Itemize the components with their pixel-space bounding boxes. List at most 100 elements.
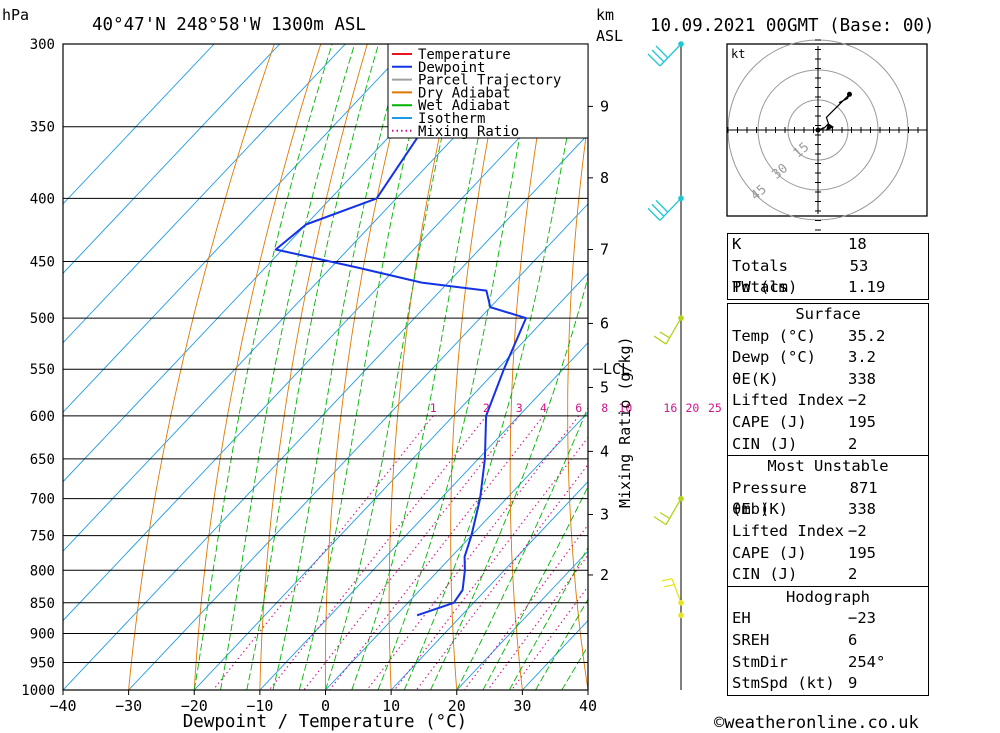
index-label: Lifted Index [732, 521, 844, 540]
isotherm-line [390, 481, 588, 690]
index-value: 2 [848, 434, 858, 453]
pressure-tick-label: 700 [30, 492, 55, 508]
index-value: 871 [849, 478, 878, 497]
wet-adiabat-line [535, 598, 588, 690]
km-tick-label: 9 [600, 97, 609, 115]
height-axis: 2 3 4 5 6 7 8 9 LCL [588, 97, 630, 584]
index-row: θE(K) 338 [728, 369, 928, 391]
table-section-title: Most Unstable [728, 455, 928, 478]
isotherm-line [63, 44, 346, 344]
index-label: Lifted Index [732, 391, 844, 410]
pressure-tick-label: 650 [30, 452, 55, 468]
pressure-tick-label: 950 [30, 655, 55, 671]
mixing-ratio-label: 6 [575, 401, 582, 415]
x-tick-label: −10 [246, 697, 273, 715]
isotherm-line [63, 44, 477, 483]
x-tick-label: 0 [321, 697, 330, 715]
index-row: SREH 6 [728, 630, 928, 652]
index-label: CAPE (J) [732, 412, 807, 431]
index-row: Pressure (mb) 871 [728, 478, 928, 519]
index-row: EH −23 [728, 608, 928, 630]
pressure-tick-label: 550 [30, 362, 55, 378]
index-value: 338 [848, 500, 876, 519]
mixing-ratio-label: 8 [601, 401, 608, 415]
wet-adiabat-line [325, 44, 464, 690]
index-row: Totals Totals 53 [728, 256, 928, 297]
mixing-ratio-line [511, 585, 588, 690]
pressure-tick-label: 750 [30, 529, 55, 545]
index-label: Totals Totals [732, 256, 788, 297]
index-row: θE (K) 338 [728, 499, 928, 521]
asl-label: ASL [596, 27, 623, 45]
wind-barbs [647, 41, 684, 690]
barb-dot [678, 612, 684, 619]
dry-adiabat-line [450, 44, 508, 690]
wet-adiabat-line [246, 44, 379, 690]
index-value: 3.2 [848, 348, 876, 367]
mixing-ratio-line [366, 415, 580, 690]
mixing-ratio-axis-title: Mixing Ratio (g/kg) [616, 336, 634, 508]
wet-adiabat-line [220, 44, 356, 690]
legend-item: Dry Adiabat [418, 85, 511, 101]
storm-motion-marker [826, 123, 834, 131]
index-value: 338 [848, 369, 876, 388]
index-label: PW (cm) [732, 278, 798, 297]
mixing-ratio-label: 1 [430, 401, 437, 415]
km-tick-label: 3 [600, 505, 609, 523]
wind-barb [661, 578, 684, 606]
barb-shaft [661, 578, 682, 604]
isotherm-line [259, 342, 588, 690]
mixing-ratio-line [415, 463, 588, 690]
isotherm-line [456, 550, 588, 690]
pressure-tick-label: 850 [30, 596, 55, 612]
pressure-tick-label: 800 [30, 563, 55, 579]
index-value: −23 [848, 609, 876, 628]
index-value: 35.2 [848, 326, 886, 345]
pressure-tick-label: 1000 [21, 683, 55, 699]
km-tick-label: 7 [600, 240, 609, 258]
index-value: 195 [848, 543, 876, 562]
legend-item: Mixing Ratio [418, 124, 519, 140]
mixing-ratio-label: 16 [663, 401, 677, 415]
dry-adiabat-line [972, 44, 1000, 690]
index-value: 195 [848, 412, 876, 431]
index-label: θE(K) [732, 369, 779, 388]
dewpoint-series [274, 64, 588, 617]
dry-adiabat-line [193, 44, 322, 690]
isotherm-line [63, 44, 412, 413]
index-value: 1.19 [848, 278, 886, 297]
mixing-ratio-line [212, 415, 434, 690]
table-section-title: Hodograph [728, 585, 928, 609]
legend-item: Parcel Trajectory [418, 73, 561, 89]
pressure-lines [63, 43, 588, 691]
legend-item: Isotherm [418, 111, 485, 127]
dry-adiabat-line [128, 44, 275, 690]
x-tick-label: 20 [448, 697, 466, 715]
index-row: CAPE (J) 195 [728, 543, 928, 565]
mixing-ratio-labels: 1 2 3 4 6 8 10 16 20 25 [430, 401, 722, 415]
pressure-tick-label: 500 [30, 311, 55, 327]
hodograph-point [815, 127, 821, 133]
index-value: −2 [848, 391, 867, 410]
wind-barb [653, 495, 684, 526]
wet-adiabat-line [508, 546, 588, 690]
index-row: CIN (J) 2 [728, 434, 928, 456]
barb-shaft [647, 197, 682, 221]
datetime: 10.09.2021 00GMT (Base: 00) [650, 16, 934, 36]
legend-item: Dewpoint [418, 60, 485, 76]
hodograph-point [847, 91, 852, 97]
isotherm-line [63, 44, 215, 205]
table-section-title: Surface [795, 305, 861, 323]
index-row: StmSpd (kt) 9 [728, 673, 928, 695]
barb-shaft [653, 498, 682, 526]
lcl-label: LCL [603, 360, 630, 378]
mixing-ratio-label: 3 [516, 401, 523, 415]
isotherm-line [63, 44, 281, 274]
legend-box [387, 43, 589, 139]
index-value: 254° [848, 652, 886, 671]
index-label: CIN (J) [732, 434, 798, 453]
index-row: Dewp (°C) 3.2 [728, 347, 928, 369]
index-value: −2 [848, 521, 867, 540]
wind-barb [678, 612, 684, 619]
